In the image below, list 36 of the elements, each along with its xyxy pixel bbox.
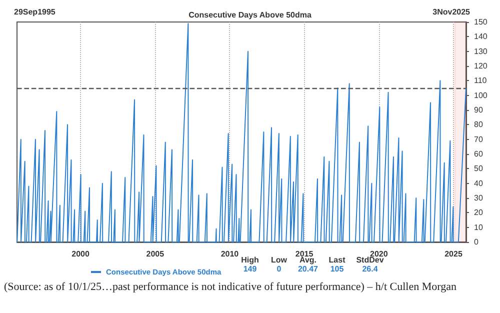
x-tick-label: 2020	[370, 250, 388, 258]
y-tick-label: 130	[474, 46, 488, 56]
x-tick-label: 2005	[146, 250, 165, 258]
chart-title: Consecutive Days Above 50dma	[188, 10, 312, 20]
x-tick-label: 2015	[295, 250, 314, 258]
y-tick-label: 10	[474, 222, 484, 232]
text: 0	[276, 264, 282, 274]
y-tick-label: 110	[474, 76, 488, 86]
y-tick-label: 50	[474, 164, 484, 174]
text: High	[241, 256, 259, 264]
y-tick-label: 40	[474, 178, 484, 188]
y-tick-label: 100	[474, 90, 488, 100]
y-tick-label: 80	[474, 120, 484, 130]
x-tick-label: 2000	[72, 250, 90, 258]
y-tick-label: 70	[474, 134, 484, 144]
y-tick-label: 60	[474, 150, 484, 158]
y-tick-label: 0	[474, 238, 479, 246]
y-tick-label: 120	[474, 62, 488, 70]
text: 20.47	[298, 264, 319, 274]
x-tick-label: 2025	[444, 250, 463, 258]
text: Avg.	[299, 256, 317, 264]
text: 29Sep1995	[14, 8, 56, 16]
text: 149	[243, 264, 258, 274]
text: StdDev	[356, 256, 384, 264]
y-tick-label: 30	[474, 194, 484, 202]
text: 26.4	[362, 264, 378, 274]
text: 105	[330, 264, 344, 274]
y-tick-label: 150	[474, 18, 488, 26]
text: (Source: as of 10/1/25…past performance is not indicative of future performance) – h/t Cullen Morgan	[4, 281, 457, 293]
y-tick-label: 140	[474, 32, 488, 42]
y-tick-label: 20	[474, 208, 484, 218]
text: 3Nov2025	[432, 8, 471, 16]
y-tick-label: 90	[474, 106, 484, 114]
x-tick-label: 2010	[220, 250, 240, 258]
text: Low	[271, 256, 288, 264]
text: Last	[328, 256, 346, 264]
